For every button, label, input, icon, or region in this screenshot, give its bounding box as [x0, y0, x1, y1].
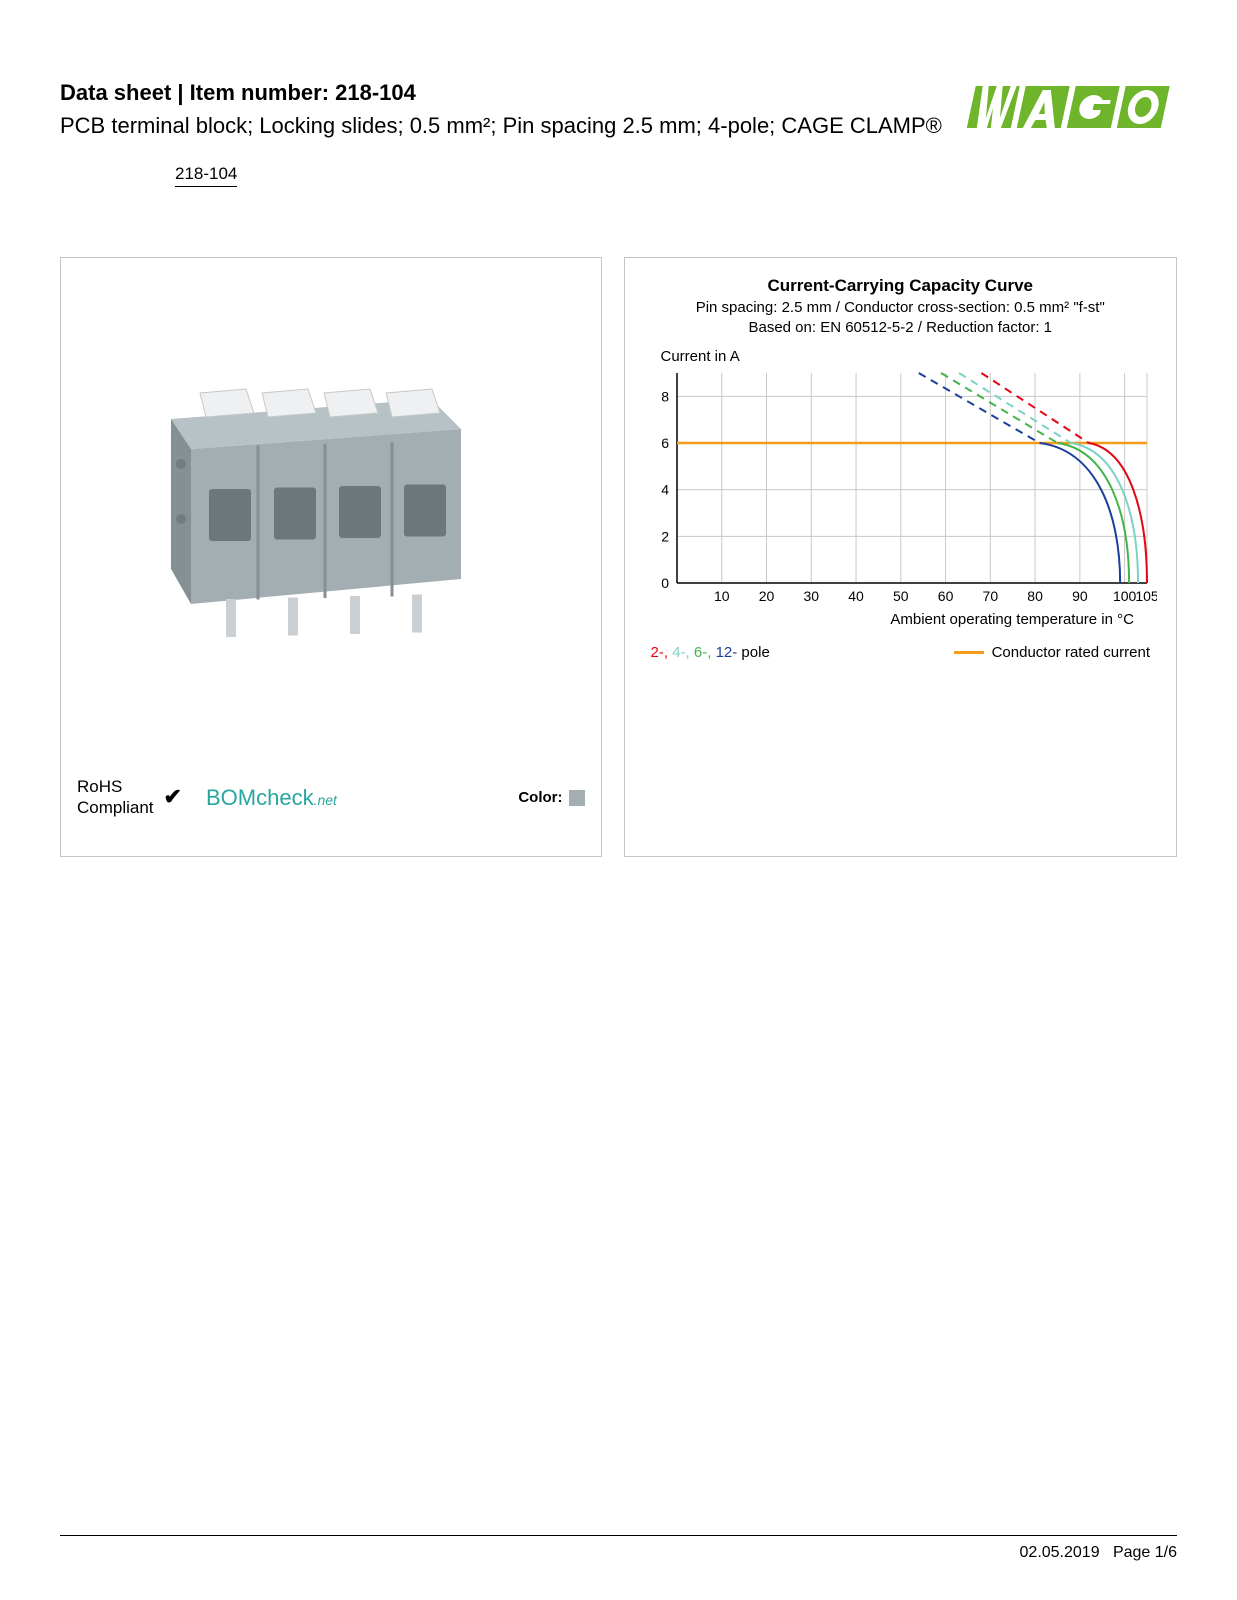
legend-rated: Conductor rated current [954, 644, 1150, 661]
header: Data sheet | Item number: 218-104 PCB te… [60, 80, 1177, 142]
svg-text:6: 6 [661, 435, 669, 451]
color-swatch [569, 790, 585, 806]
panels: RoHS Compliant ✔ BOMcheck.net Color: Cur… [60, 257, 1177, 857]
subtitle: PCB terminal block; Locking slides; 0.5 … [60, 110, 947, 142]
bomcheck-suffix: .net [314, 792, 337, 808]
svg-text:100: 100 [1112, 588, 1136, 604]
chart-panel: Current-Carrying Capacity Curve Pin spac… [624, 257, 1178, 857]
svg-text:10: 10 [713, 588, 729, 604]
compliance-row: RoHS Compliant ✔ BOMcheck.net Color: [73, 767, 589, 844]
chart-sub-line2: Based on: EN 60512-5-2 / Reduction facto… [748, 319, 1052, 336]
footer-date: 02.05.2019 [1020, 1544, 1100, 1561]
svg-text:70: 70 [982, 588, 998, 604]
svg-text:50: 50 [893, 588, 909, 604]
legend-row: 2-, 4-, 6-, 12- pole Conductor rated cur… [643, 644, 1159, 661]
svg-text:105: 105 [1135, 588, 1157, 604]
legend-poles: 2-, 4-, 6-, 12- pole [651, 644, 770, 661]
footer-text: 02.05.2019 Page 1/6 [60, 1544, 1177, 1562]
wago-logo-icon [967, 80, 1177, 135]
svg-text:80: 80 [1027, 588, 1043, 604]
chart-svg: 10 20 30 40 50 60 70 80 90 100105 0 2 4 6 8 [643, 369, 1157, 609]
title-prefix: Data sheet [60, 80, 171, 105]
product-image [73, 270, 589, 767]
logo [947, 80, 1177, 140]
footer-page: Page 1/6 [1113, 1544, 1177, 1561]
svg-text:90: 90 [1072, 588, 1088, 604]
title-item: Item number: 218-104 [190, 80, 416, 105]
product-panel: RoHS Compliant ✔ BOMcheck.net Color: [60, 257, 602, 857]
rohs-line1: RoHS [77, 777, 122, 796]
x-axis-label: Ambient operating temperature in °C [643, 611, 1159, 628]
legend-rated-line-icon [954, 651, 984, 654]
rohs-compliant: RoHS Compliant ✔ [77, 777, 182, 818]
page-title: Data sheet | Item number: 218-104 [60, 80, 947, 106]
svg-text:2: 2 [661, 529, 669, 545]
chart-title: Current-Carrying Capacity Curve [643, 276, 1159, 296]
bomcheck-main: BOMcheck [206, 785, 314, 810]
svg-text:0: 0 [661, 575, 669, 591]
footer-divider [60, 1535, 1177, 1536]
chart-subtitle: Pin spacing: 2.5 mm / Conductor cross-se… [643, 298, 1159, 339]
rohs-text: RoHS Compliant [77, 777, 154, 818]
part-number-link[interactable]: 218-104 [175, 164, 237, 187]
svg-text:8: 8 [661, 389, 669, 405]
title-sep: | [171, 80, 189, 105]
terminal-block-icon [131, 369, 531, 669]
header-text: Data sheet | Item number: 218-104 PCB te… [60, 80, 947, 142]
chart-sub-line1: Pin spacing: 2.5 mm / Conductor cross-se… [696, 299, 1105, 316]
svg-text:20: 20 [758, 588, 774, 604]
legend-rated-label: Conductor rated current [992, 644, 1150, 661]
color-label-group: Color: [518, 789, 584, 806]
svg-text:4: 4 [661, 482, 669, 498]
svg-text:40: 40 [848, 588, 864, 604]
bomcheck-logo: BOMcheck.net [206, 785, 337, 811]
rohs-line2: Compliant [77, 798, 154, 817]
color-label: Color: [518, 789, 562, 806]
svg-text:60: 60 [937, 588, 953, 604]
check-icon: ✔ [164, 784, 182, 810]
svg-text:30: 30 [803, 588, 819, 604]
footer: 02.05.2019 Page 1/6 [60, 1535, 1177, 1562]
y-axis-label: Current in A [661, 348, 1159, 365]
part-number-link-wrap: 218-104 [60, 154, 1177, 187]
